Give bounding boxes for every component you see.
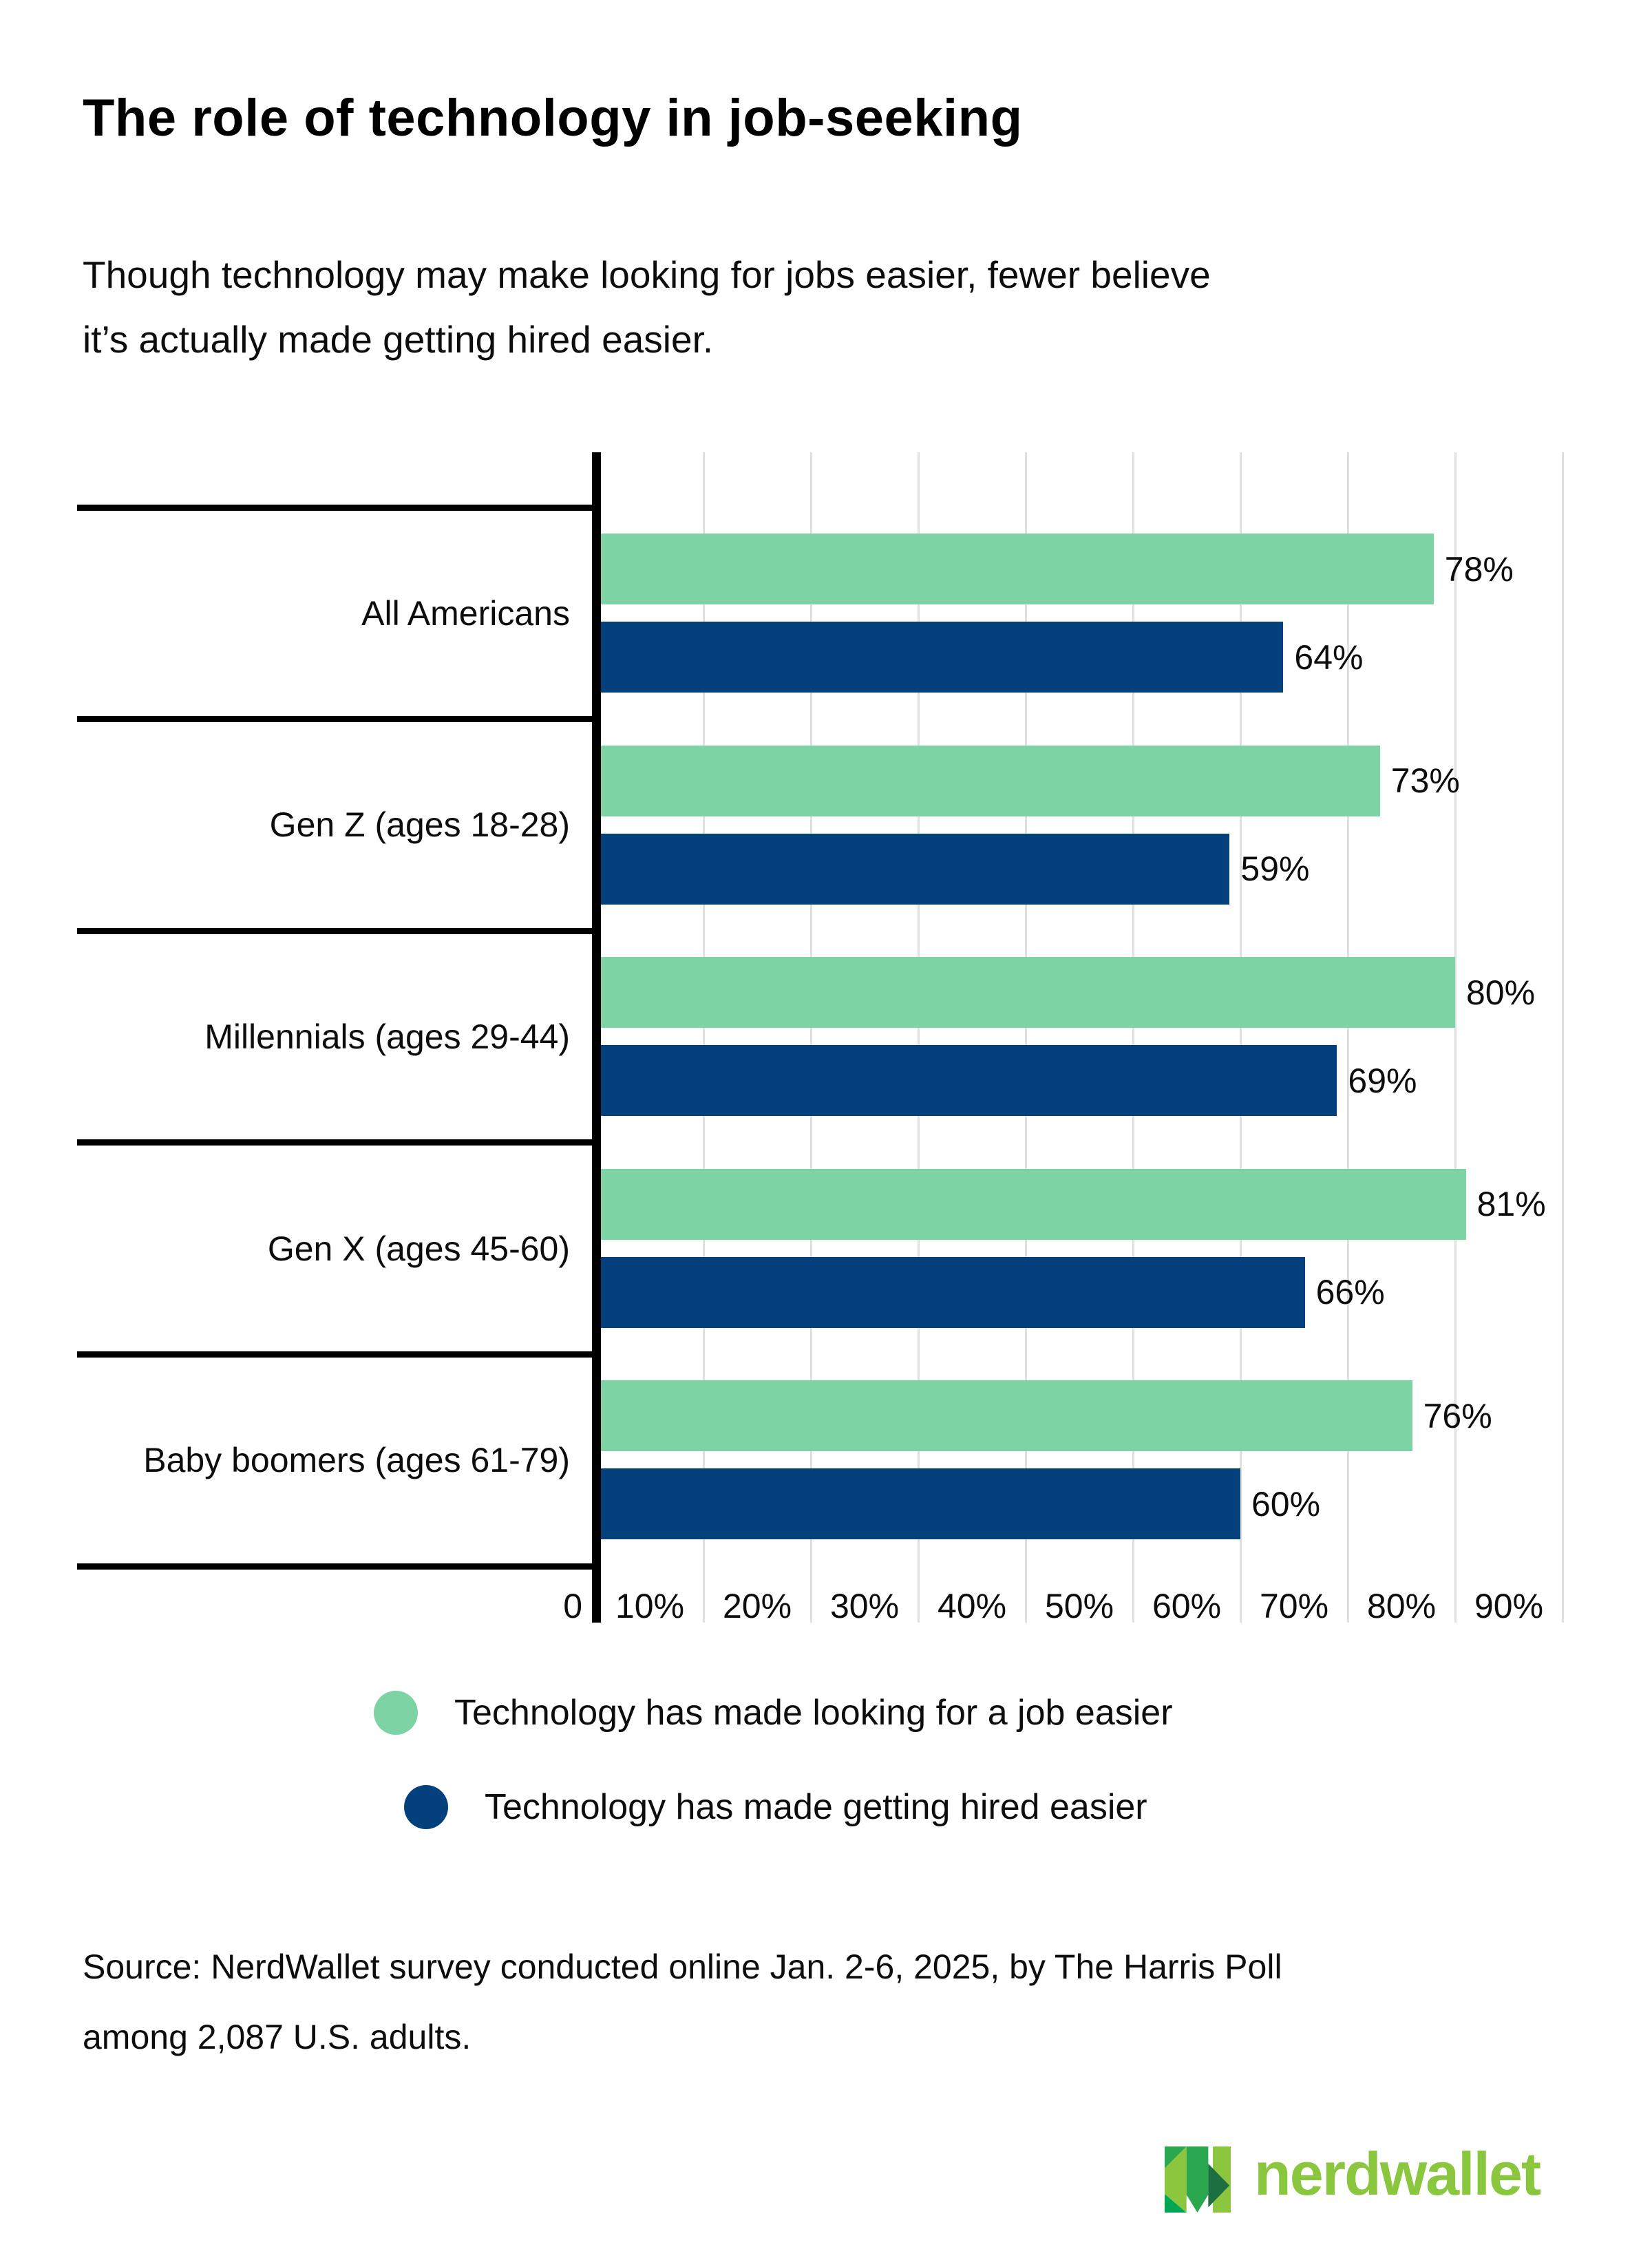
bar-looking-easier <box>601 534 1434 604</box>
legend-label-looking: Technology has made looking for a job ea… <box>454 1693 1173 1733</box>
legend-label-hired: Technology has made getting hired easier <box>485 1787 1147 1827</box>
nerdwallet-logo-icon <box>1165 2146 1231 2213</box>
gridline-70 <box>1347 452 1349 1623</box>
x-tick-70: 70% <box>1259 1587 1329 1625</box>
nerdwallet-wordmark: nerdwallet <box>1254 2140 1541 2208</box>
page-subtitle: Though technology may make looking for j… <box>83 242 1211 372</box>
row-separator <box>77 1351 596 1358</box>
subtitle-line-1: Though technology may make looking for j… <box>83 253 1211 296</box>
legend-dot-looking <box>374 1691 418 1735</box>
value-label: 76% <box>1423 1396 1492 1435</box>
value-label: 81% <box>1476 1185 1546 1224</box>
gridline-20 <box>810 452 812 1623</box>
row-separator <box>77 716 596 723</box>
source-line-1: Source: NerdWallet survey conducted onli… <box>83 1948 1282 1986</box>
legend-dot-hired <box>404 1785 448 1829</box>
subtitle-line-2: it’s actually made getting hired easier. <box>83 318 714 361</box>
x-tick-90: 90% <box>1474 1587 1544 1625</box>
bar-hired-easier <box>601 1045 1337 1117</box>
page-title: The role of technology in job-seeking <box>83 89 1023 147</box>
x-tick-50: 50% <box>1044 1587 1114 1625</box>
source-line-2: among 2,087 U.S. adults. <box>83 2018 472 2056</box>
value-label: 59% <box>1240 850 1310 889</box>
gridline-30 <box>918 452 920 1623</box>
category-label: Baby boomers (ages 61-79) <box>143 1441 570 1480</box>
row-separator <box>77 1139 596 1146</box>
value-label: 66% <box>1315 1273 1385 1312</box>
category-label: Gen X (ages 45-60) <box>267 1229 570 1268</box>
bar-looking-easier <box>601 1380 1412 1452</box>
value-label: 69% <box>1348 1061 1417 1100</box>
x-tick-80: 80% <box>1366 1587 1437 1625</box>
value-label: 80% <box>1466 973 1536 1012</box>
category-label: All Americans <box>361 593 570 633</box>
value-label: 78% <box>1444 549 1514 589</box>
bar-hired-easier <box>601 1468 1240 1540</box>
x-tick-30: 30% <box>829 1587 900 1625</box>
value-label: 73% <box>1390 761 1460 801</box>
x-tick-60: 60% <box>1152 1587 1222 1625</box>
bar-looking-easier <box>601 745 1380 816</box>
x-tick-20: 20% <box>722 1587 792 1625</box>
value-label: 64% <box>1294 637 1364 677</box>
x-tick-40: 40% <box>937 1587 1007 1625</box>
gridline-40 <box>1025 452 1027 1623</box>
bar-looking-easier <box>601 1168 1466 1240</box>
value-label: 60% <box>1251 1484 1321 1523</box>
bar-hired-easier <box>601 622 1284 693</box>
gridline-50 <box>1132 452 1134 1623</box>
source-note: Source: NerdWallet survey conducted onli… <box>83 1932 1282 2072</box>
gridline-60 <box>1240 452 1242 1623</box>
chart: All Americans 78% 64% Gen Z (ages 18-28) 73%… <box>0 452 1652 1625</box>
gridline-10 <box>703 452 705 1623</box>
x-tick-0: 0 <box>563 1587 582 1625</box>
category-label: Gen Z (ages 18-28) <box>269 805 570 845</box>
row-separator <box>77 504 596 511</box>
row-separator <box>77 1563 596 1570</box>
gridline-80 <box>1454 452 1457 1623</box>
bar-looking-easier <box>601 957 1455 1028</box>
bar-hired-easier <box>601 1256 1305 1328</box>
y-axis-line <box>592 452 601 1623</box>
bar-hired-easier <box>601 833 1230 905</box>
gridline-90 <box>1562 452 1564 1623</box>
x-tick-10: 10% <box>615 1587 685 1625</box>
row-separator <box>77 927 596 934</box>
category-label: Millennials (ages 29-44) <box>204 1017 570 1056</box>
